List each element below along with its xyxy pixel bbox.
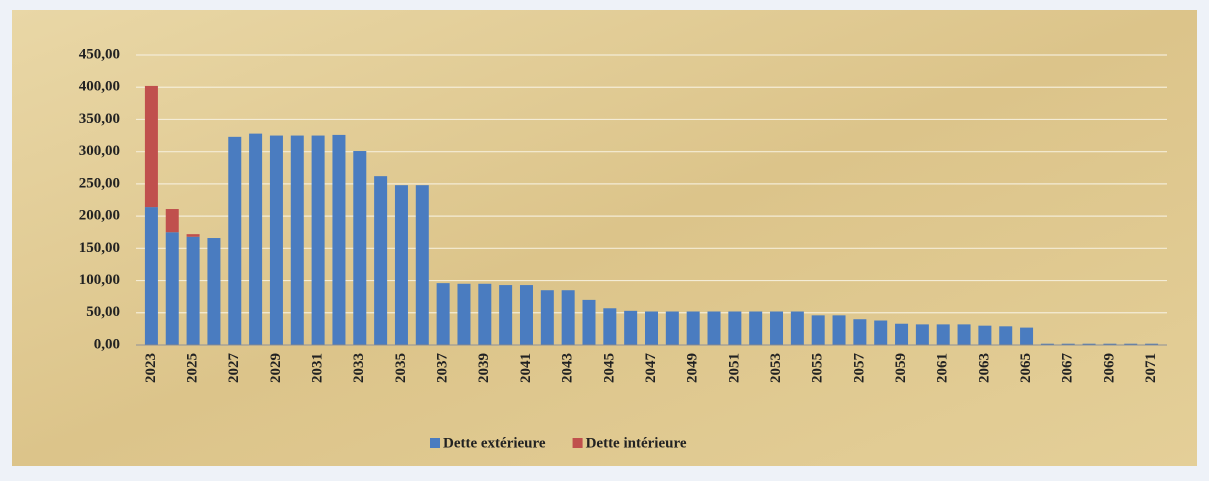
bar — [915, 324, 929, 345]
x-tick-label: 2061 — [935, 353, 951, 383]
bar — [770, 311, 784, 345]
y-tick-label: 400,00 — [79, 79, 120, 95]
x-tick-label: 2069 — [1101, 353, 1117, 383]
bar — [519, 285, 533, 345]
y-tick-label: 0,00 — [94, 336, 120, 352]
bar — [1040, 343, 1054, 345]
x-tick-label: 2057 — [851, 353, 867, 384]
y-tick-label: 350,00 — [79, 111, 120, 127]
bar — [1020, 327, 1034, 345]
bar — [728, 311, 742, 345]
bar — [186, 236, 200, 345]
bar — [749, 311, 763, 345]
x-tick-label: 2065 — [1018, 353, 1034, 383]
bar — [853, 319, 867, 345]
chart-background — [12, 10, 1197, 466]
bar — [645, 311, 658, 345]
x-tick-label: 2055 — [810, 353, 826, 383]
legend-label: Dette extérieure — [443, 435, 546, 451]
x-tick-label: 2067 — [1060, 353, 1076, 384]
bar — [582, 299, 596, 345]
x-tick-label: 2043 — [560, 353, 576, 383]
bar — [311, 135, 325, 345]
x-tick-label: 2033 — [351, 353, 367, 383]
bar — [1103, 343, 1117, 345]
bar — [144, 85, 158, 208]
y-tick-label: 50,00 — [86, 304, 120, 320]
bar — [269, 135, 283, 345]
x-tick-label: 2071 — [1143, 353, 1159, 383]
bar — [436, 283, 450, 345]
bar — [707, 311, 721, 345]
x-tick-label: 2053 — [768, 353, 784, 383]
bar — [207, 238, 221, 345]
x-tick-label: 2039 — [476, 353, 492, 383]
bar — [478, 283, 492, 345]
bar — [290, 135, 304, 345]
bar — [874, 320, 888, 345]
bar — [228, 136, 242, 345]
bar — [1124, 343, 1138, 345]
y-tick-label: 250,00 — [79, 175, 120, 191]
x-tick-label: 2025 — [185, 353, 201, 383]
bar — [1145, 343, 1159, 345]
bar — [540, 290, 554, 345]
bar — [957, 324, 971, 345]
bar — [353, 151, 367, 345]
bar — [457, 283, 471, 345]
x-tick-label: 2031 — [310, 353, 326, 383]
bar — [811, 315, 825, 345]
bar — [332, 134, 346, 345]
y-tick-label: 300,00 — [79, 143, 120, 159]
legend-swatch — [430, 438, 440, 448]
y-tick-label: 450,00 — [79, 46, 120, 62]
bar — [394, 185, 408, 345]
legend-swatch — [572, 438, 583, 448]
y-tick-label: 150,00 — [79, 240, 120, 256]
bar — [895, 323, 909, 345]
x-tick-label: 2029 — [268, 353, 284, 383]
bar — [561, 290, 575, 345]
x-tick-label: 2037 — [435, 353, 451, 384]
bar — [832, 315, 846, 345]
x-tick-label: 2047 — [643, 353, 659, 384]
bar — [165, 232, 179, 345]
x-tick-label: 2049 — [685, 353, 701, 383]
bar — [415, 185, 429, 345]
bar — [186, 234, 200, 237]
x-tick-label: 2063 — [976, 353, 992, 383]
legend-label: Dette intérieure — [586, 435, 687, 451]
x-tick-label: 2041 — [518, 353, 534, 383]
bar — [978, 325, 992, 345]
bar — [165, 209, 179, 233]
bar — [999, 326, 1013, 345]
bar — [686, 311, 700, 345]
x-tick-label: 2027 — [226, 353, 242, 384]
y-tick-label: 100,00 — [79, 272, 120, 288]
x-tick-label: 2051 — [726, 353, 742, 383]
bar — [790, 311, 804, 345]
bar — [499, 285, 513, 345]
bar — [665, 311, 679, 345]
x-tick-label: 2023 — [143, 353, 159, 383]
y-tick-label: 200,00 — [79, 208, 120, 224]
x-tick-label: 2045 — [601, 353, 617, 383]
bar — [624, 310, 638, 345]
bar — [603, 308, 617, 345]
x-tick-label: 2035 — [393, 353, 409, 383]
x-tick-label: 2059 — [893, 353, 909, 383]
bar — [936, 324, 950, 345]
bar — [1082, 343, 1096, 345]
bar — [249, 133, 263, 345]
bar — [1061, 343, 1075, 345]
bar — [144, 207, 158, 345]
bar — [374, 176, 388, 345]
